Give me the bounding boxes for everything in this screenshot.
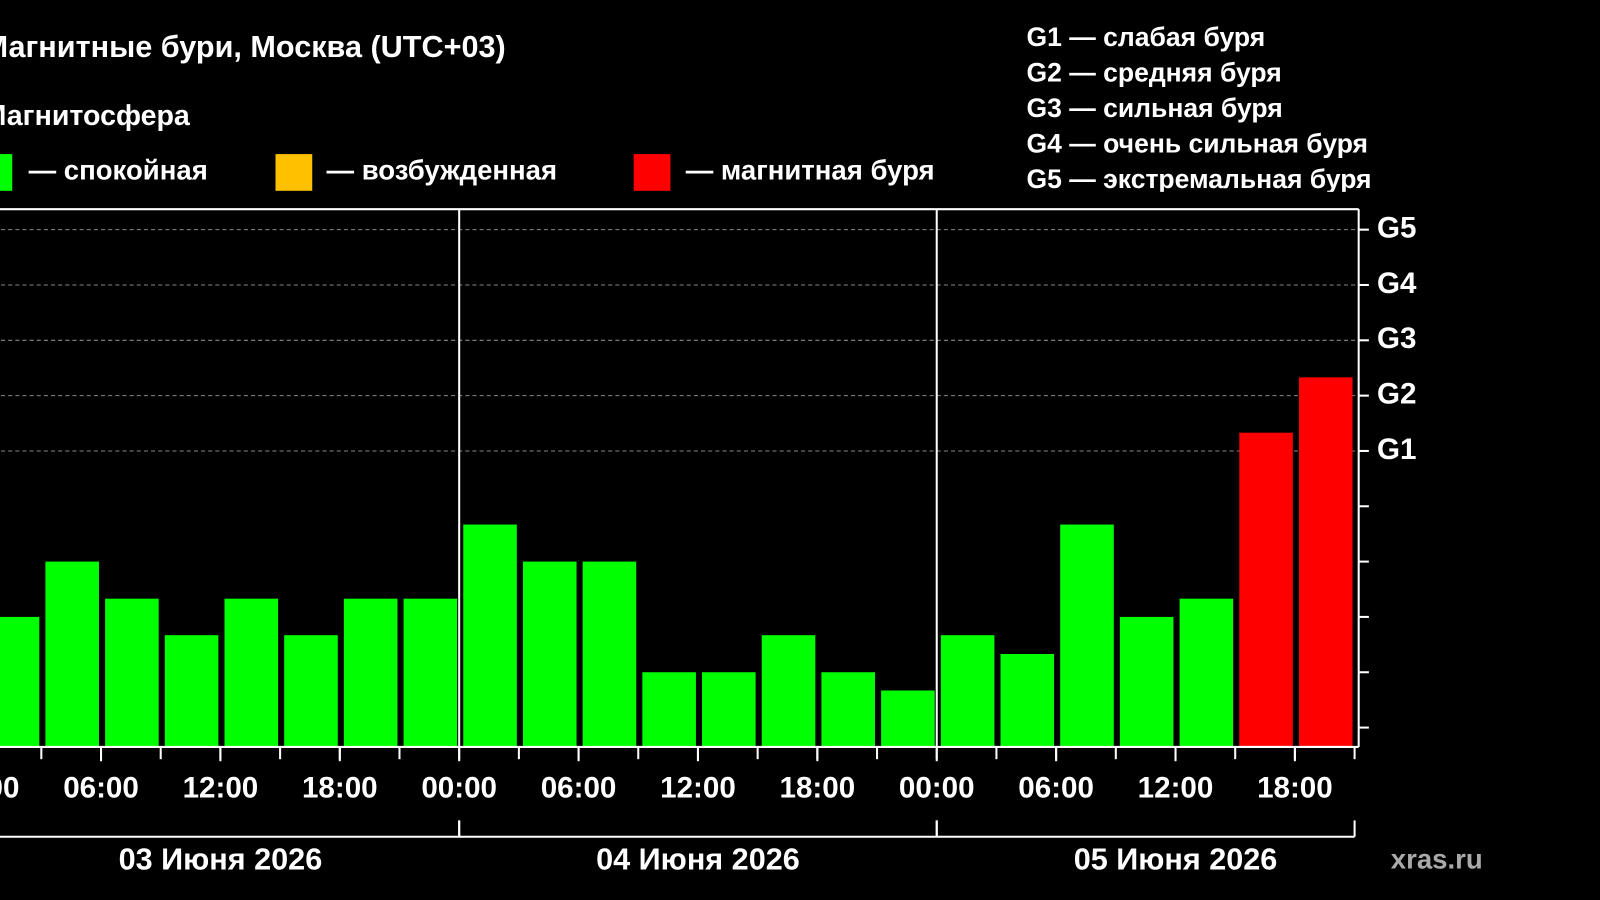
x-tick-label: 18:00	[1257, 772, 1333, 805]
x-tick-label: 18:00	[302, 772, 378, 805]
bar	[761, 635, 816, 747]
bar	[224, 598, 279, 747]
y-tick-label: G3	[1377, 322, 1416, 355]
legend-swatch	[0, 154, 13, 191]
x-tick-label: 00:00	[0, 772, 19, 805]
bar	[821, 672, 875, 747]
bar	[1060, 524, 1114, 747]
bar	[0, 616, 40, 747]
bar	[1119, 616, 1174, 747]
x-tick-label: 06:00	[63, 772, 139, 805]
bar	[642, 672, 696, 747]
bar	[463, 524, 517, 747]
bar	[522, 561, 577, 747]
bar	[45, 561, 99, 747]
bar	[1179, 598, 1234, 747]
scale-legend: G1 — слабая буря G2 — средняя буря G3 — си…	[1027, 22, 1372, 194]
x-tick-label: 12:00	[1138, 772, 1214, 805]
y-tick-label: G4	[1377, 267, 1417, 300]
credit: xras.ru	[1391, 844, 1483, 875]
bar	[164, 635, 219, 747]
bar	[1298, 377, 1353, 747]
bar	[582, 561, 637, 747]
scale-legend-item: G2 — средняя буря	[1027, 57, 1282, 87]
x-tick-label: 18:00	[780, 772, 856, 805]
day-label: 04 Июня 2026	[596, 842, 800, 876]
x-tick-label: 12:00	[660, 772, 736, 805]
day-label: 05 Июня 2026	[1074, 842, 1278, 876]
bar	[940, 635, 995, 747]
bar	[702, 672, 756, 747]
legend-label: — спокойная	[29, 155, 208, 186]
bar	[343, 598, 398, 747]
bar	[403, 598, 458, 747]
bar	[105, 598, 159, 747]
x-tick-label: 06:00	[541, 772, 617, 805]
legend-label: — возбужденная	[327, 155, 558, 186]
x-tick-label: 00:00	[899, 772, 975, 805]
x-tick-label: 00:00	[421, 772, 497, 805]
day-label: 03 Июня 2026	[119, 842, 323, 876]
x-tick-label: 06:00	[1018, 772, 1094, 805]
scale-legend-item: G4 — очень сильная буря	[1027, 128, 1369, 158]
scale-legend-item: G3 — сильная буря	[1027, 93, 1283, 123]
bar	[881, 690, 935, 747]
legend-label: — магнитная буря	[686, 155, 935, 186]
y-tick-label: G2	[1377, 377, 1416, 410]
y-tick-label: G1	[1377, 433, 1416, 466]
bar	[284, 635, 338, 747]
legend-swatch	[633, 154, 671, 191]
y-tick-label: G5	[1377, 211, 1416, 244]
bar	[1000, 653, 1055, 747]
bar	[1239, 432, 1293, 747]
chart-subtitle: Магнитосфера	[0, 100, 191, 132]
x-tick-label: 12:00	[183, 772, 259, 805]
chart-title: Магнитные бури, Москва (UTC+03)	[0, 30, 506, 64]
scale-legend-item: G1 — слабая буря	[1027, 22, 1266, 52]
scale-legend-item: G5 — экстремальная буря	[1027, 164, 1372, 194]
legend-swatch	[275, 154, 313, 191]
